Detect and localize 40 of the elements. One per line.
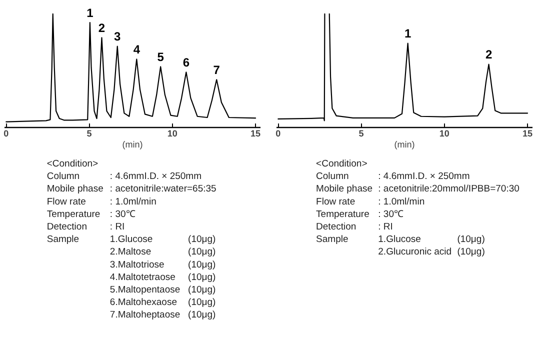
- x-tick-label: 10: [439, 128, 450, 138]
- text: Sample 1.Glucose (10μg): [46, 234, 216, 246]
- x-tick-label: 5: [358, 128, 364, 138]
- text: 2.Maltose (10μg): [110, 246, 216, 258]
- text: Detection : RI: [46, 222, 125, 232]
- text: Mobile phase : acetonitrile:20mmol/IPBB=70:30: [316, 184, 520, 195]
- annotation: 2: [485, 48, 492, 62]
- annotation: 1: [404, 26, 412, 41]
- annotation: 5: [157, 50, 164, 64]
- annotation: 6: [182, 55, 190, 70]
- text: <Condition>: [316, 158, 368, 170]
- x-axis-title: (min): [394, 140, 415, 150]
- annotation: 1: [86, 6, 94, 20]
- text: Temperature : 30℃: [46, 208, 136, 220]
- text: 5.Maltopentaose (10μg): [110, 284, 216, 296]
- text: Sample 1.Glucose (10μg): [316, 234, 485, 246]
- text: Mobile phase : acetonitrile:water=65:35: [46, 184, 216, 195]
- annotation: 7: [213, 62, 220, 77]
- x-tick-label: 5: [86, 128, 92, 138]
- x-tick-label: 15: [522, 128, 533, 138]
- text: Flow rate : 1.0ml/min: [316, 196, 425, 208]
- text: Flow rate : 1.0ml/min: [46, 196, 156, 208]
- text: 6.Maltohexaose (10μg): [110, 297, 216, 308]
- text: 4.Maltotetraose (10μg): [110, 272, 216, 283]
- x-tick-label: 10: [167, 128, 178, 138]
- text: <Condition>: [46, 158, 99, 170]
- x-tick-label: 0: [4, 128, 9, 138]
- annotation: 4: [133, 42, 140, 57]
- text: 3.Maltotriose (10μg): [110, 259, 216, 270]
- annotation: 3: [114, 30, 122, 44]
- annotation: 2: [98, 20, 106, 35]
- text: Temperature : 30℃: [316, 208, 404, 220]
- x-tick-label: 15: [250, 128, 261, 138]
- text: Column : 4.6mmI.D. × 250mm: [316, 171, 470, 182]
- text: 2.Glucuronic acid (10μg): [378, 246, 485, 258]
- x-axis-title: (min): [122, 140, 143, 150]
- text: Detection : RI: [316, 222, 393, 232]
- text: 7.Maltoheptaose (10μg): [110, 310, 216, 321]
- text: Column : 4.6mmI.D. × 250mm: [46, 171, 202, 182]
- x-tick-label: 0: [276, 128, 281, 138]
